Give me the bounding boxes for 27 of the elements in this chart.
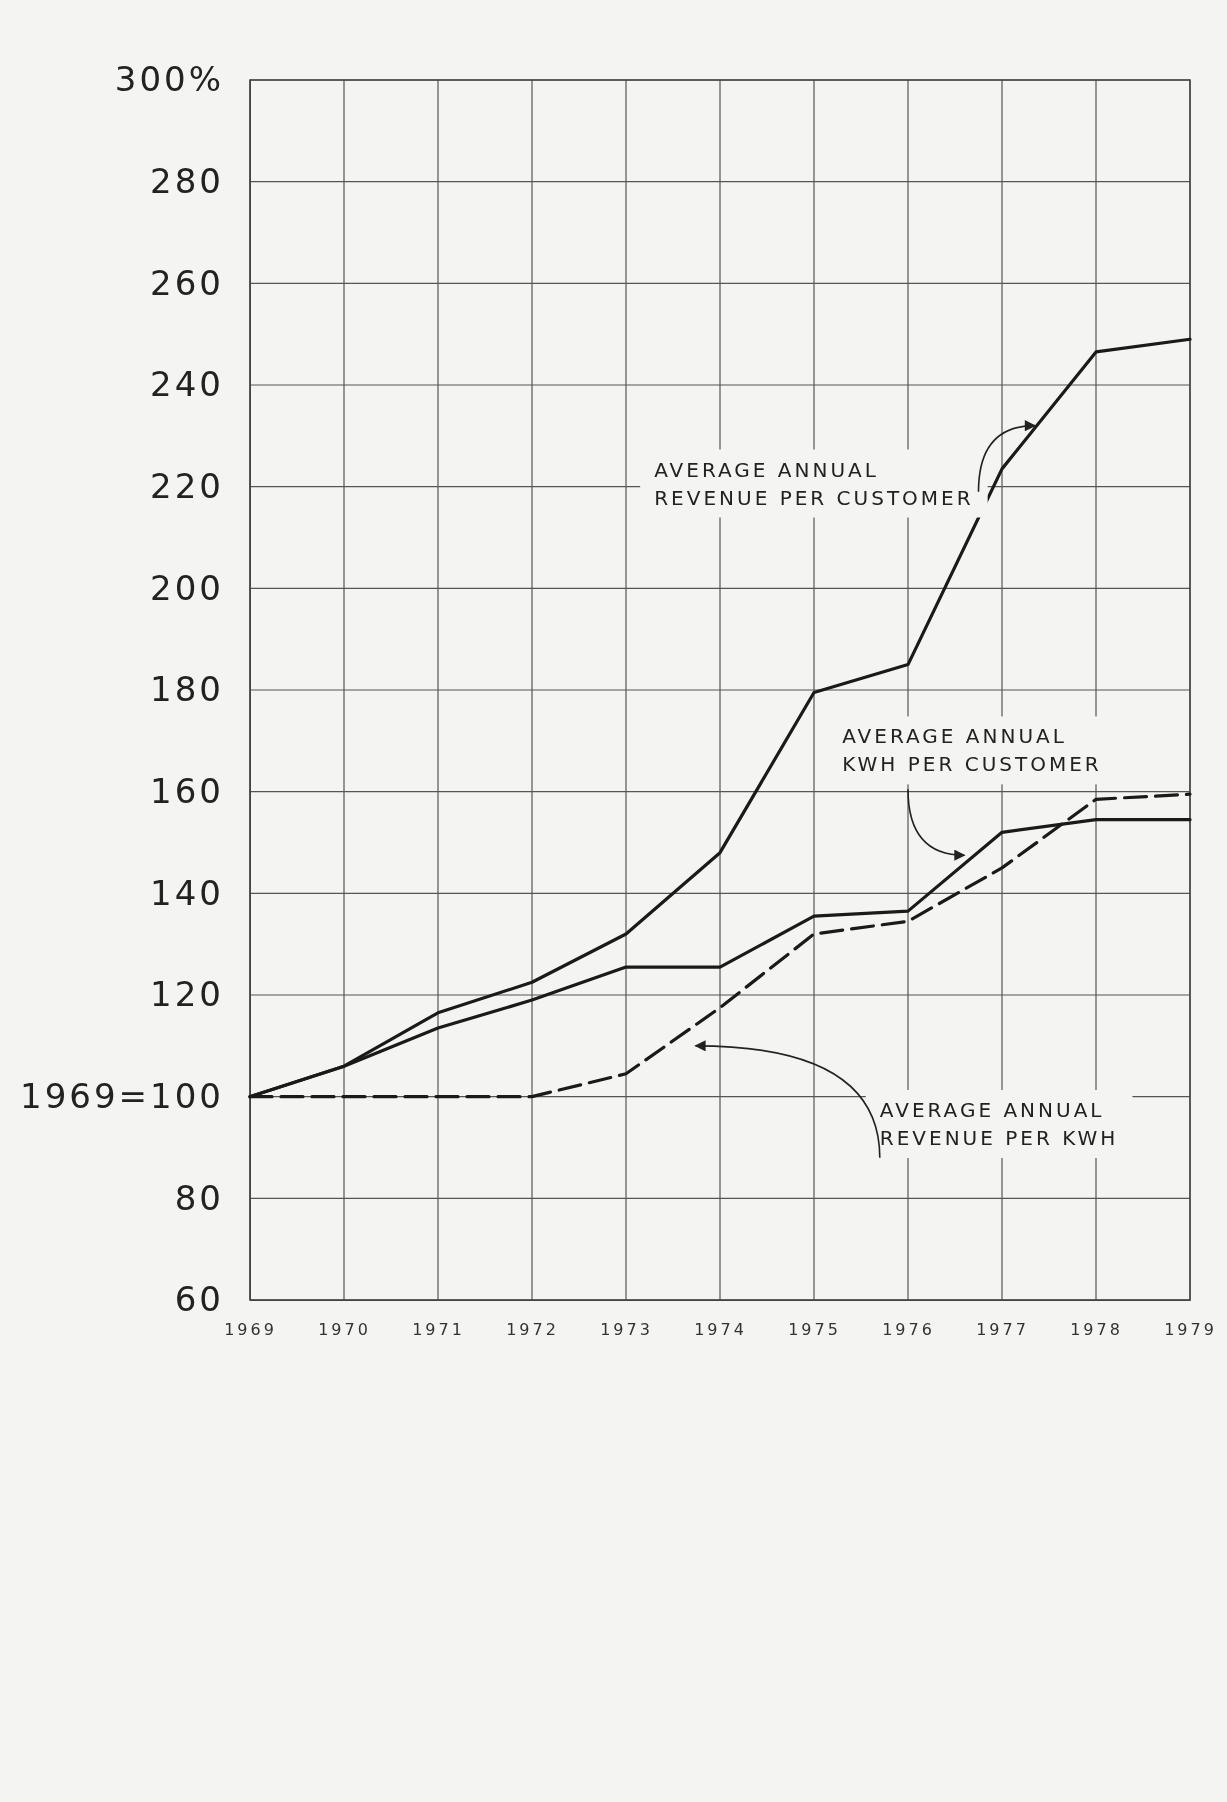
- x-tick-label: 1973: [600, 1320, 653, 1340]
- y-tick-label: 200: [150, 567, 224, 608]
- y-tick-label: 1969=100: [20, 1076, 224, 1117]
- x-tick-label: 1974: [694, 1320, 747, 1340]
- x-tick-label: 1979: [1164, 1320, 1217, 1340]
- y-tick-label: 240: [150, 364, 224, 405]
- x-tick-label: 1972: [506, 1320, 559, 1340]
- y-tick-label: 180: [150, 669, 224, 710]
- x-tick-label: 1970: [318, 1320, 371, 1340]
- text: AVERAGE ANNUAL KWH PER CUSTOMER: [842, 724, 1102, 777]
- text: AVERAGE ANNUAL REVENUE PER KWH: [879, 1098, 1119, 1150]
- x-tick-label: 1975: [788, 1320, 841, 1340]
- x-tick-label: 1977: [976, 1320, 1029, 1340]
- y-tick-label: 160: [150, 771, 224, 812]
- series-label: AVERAGE ANNUAL REVENUE PER CUSTOMER: [654, 457, 974, 510]
- x-tick-label: 1969: [224, 1320, 277, 1340]
- y-tick-label: 120: [150, 974, 224, 1015]
- x-tick-label: 1971: [412, 1320, 465, 1340]
- y-tick-label: 60: [174, 1279, 224, 1320]
- x-tick-label: 1976: [882, 1320, 935, 1340]
- y-tick-label: 220: [150, 466, 224, 507]
- y-tick-label: 300%: [114, 59, 224, 100]
- y-tick-label: 140: [150, 872, 224, 913]
- y-tick-label: 280: [150, 161, 224, 202]
- x-tick-label: 1978: [1070, 1320, 1123, 1340]
- y-tick-label: 260: [150, 262, 224, 303]
- y-tick-label: 80: [174, 1177, 224, 1218]
